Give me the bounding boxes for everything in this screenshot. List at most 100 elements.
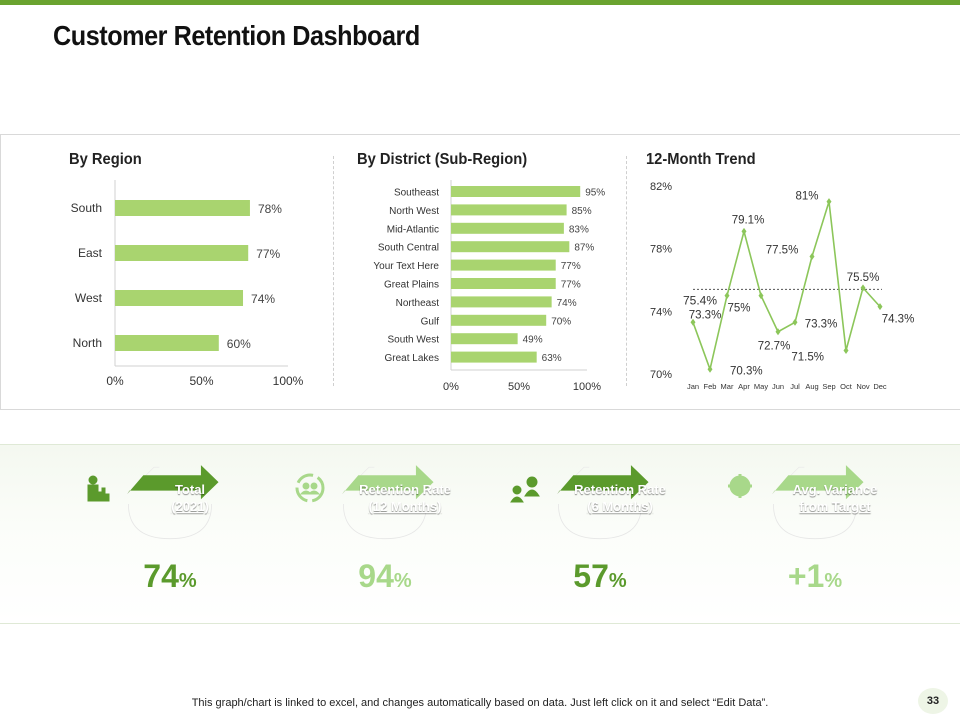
category-label: North West [389,206,439,217]
value-label: 70% [551,316,571,327]
data-point [690,318,696,326]
panel-divider [333,156,335,386]
category-label: North [73,336,102,350]
kpi-value-unit: % [608,570,627,592]
category-label: West [75,291,103,305]
x-tick-label: Sep [822,382,835,391]
bar [451,296,552,308]
y-tick-label: 78% [650,244,672,256]
value-label: 95% [585,188,605,199]
value-label: 78% [258,202,282,216]
x-tick-label: Aug [805,382,818,391]
kpi-panel [0,444,960,624]
x-tick-label: May [754,382,768,391]
kpi-value-number: 57 [573,558,609,594]
category-label: Your Text Here [373,261,439,272]
data-point [843,347,849,354]
data-point [860,284,866,292]
bar [451,314,547,326]
category-label: Southeast [394,188,439,199]
value-label: 87% [574,243,594,254]
x-tick-label: 100% [573,381,601,393]
bar [115,335,219,351]
category-label: Mid-Atlantic [387,224,439,235]
data-label: 73.3% [805,318,838,330]
data-point [741,227,747,235]
bar [451,351,537,363]
trend-chart-title: 12-Month Trend [646,151,756,168]
data-point [826,198,832,206]
panel-divider [626,156,628,386]
reference-label: 75.4% [683,293,717,307]
kpi-label-line: (6 Months) [587,499,653,514]
data-label: 77.5% [766,245,799,257]
kpi-label: Total (2021) [130,481,250,515]
category-label: Great Plains [384,280,439,291]
series-line [692,201,881,373]
value-label: 74% [251,292,275,306]
kpi-value-number: 74 [143,558,179,594]
bar [115,200,250,216]
person-dollar-chart-icon [87,475,110,502]
bar [451,204,567,216]
data-label: 74.3% [882,314,915,326]
category-label: South West [387,335,439,346]
category-label: South Central [378,243,439,254]
data-point [758,292,764,300]
kpi-label: Retention Rate (6 Months) [560,481,680,515]
value-label: 60% [227,337,251,351]
kpi-label-line: (2021) [171,499,209,514]
charts-panel [0,134,960,410]
kpi-value-unit: % [178,570,197,592]
kpi-arrow-graphic [557,465,649,540]
bar [451,186,581,197]
value-label: 85% [572,206,592,217]
data-label: 72.7% [758,341,791,353]
kpi-card: Retention Rate (12 Months) 94% [285,464,485,614]
kpi-arrow-graphic [772,465,864,540]
x-tick-label: Jul [790,382,800,391]
data-point [809,253,815,260]
value-label: 77% [561,261,581,272]
page-number: 33 [918,688,948,714]
x-tick-label: 50% [508,381,530,393]
kpi-label: Avg. Variance from Target [775,481,895,515]
page-title: Customer Retention Dashboard [53,20,420,51]
category-label: South [71,201,102,215]
region-bar-chart: South 78% East 77% West 74% North 60% 0% 50% 100% [71,180,304,388]
x-tick-label: Dec [873,382,887,391]
region-chart-title: By Region [69,151,142,168]
x-tick-label: Apr [738,382,750,391]
x-tick-label: Feb [704,382,717,391]
kpi-card: Total (2021) 74% [70,464,270,614]
kpi-value-number: 94 [358,558,394,594]
kpi-label-line: from Target [799,499,871,514]
kpi-label-line: Retention Rate [359,482,451,497]
x-tick-label: Nov [856,382,870,391]
kpi-value-number: +1 [787,558,825,594]
dollar-gear-icon [728,474,752,498]
x-tick-label: 100% [273,374,304,388]
x-tick-label: 0% [443,381,459,393]
value-label: 77% [561,280,581,291]
value-label: 63% [542,353,562,364]
kpi-value-unit: % [393,570,412,592]
district-bar-chart: Southeast 95% North West 85% Mid-Atlantic 83%… [373,180,605,393]
y-tick-label: 82% [650,181,672,193]
data-point [724,292,730,300]
value-label: 49% [523,335,543,346]
value-label: 77% [256,247,280,261]
district-chart-title: By District (Sub-Region) [357,151,528,168]
x-tick-label: 0% [106,374,124,388]
kpi-label-line: Avg. Variance [792,482,878,497]
kpi-label-line: Retention Rate [574,482,666,497]
top-accent-bar [0,0,960,5]
kpi-value: +1% [745,558,885,595]
bar [451,241,570,253]
bar [451,278,556,289]
bar [451,259,556,271]
kpi-arrow-graphic [342,465,434,540]
x-tick-label: Jun [772,382,784,391]
bar [115,290,244,306]
x-tick-label: 50% [189,374,213,388]
